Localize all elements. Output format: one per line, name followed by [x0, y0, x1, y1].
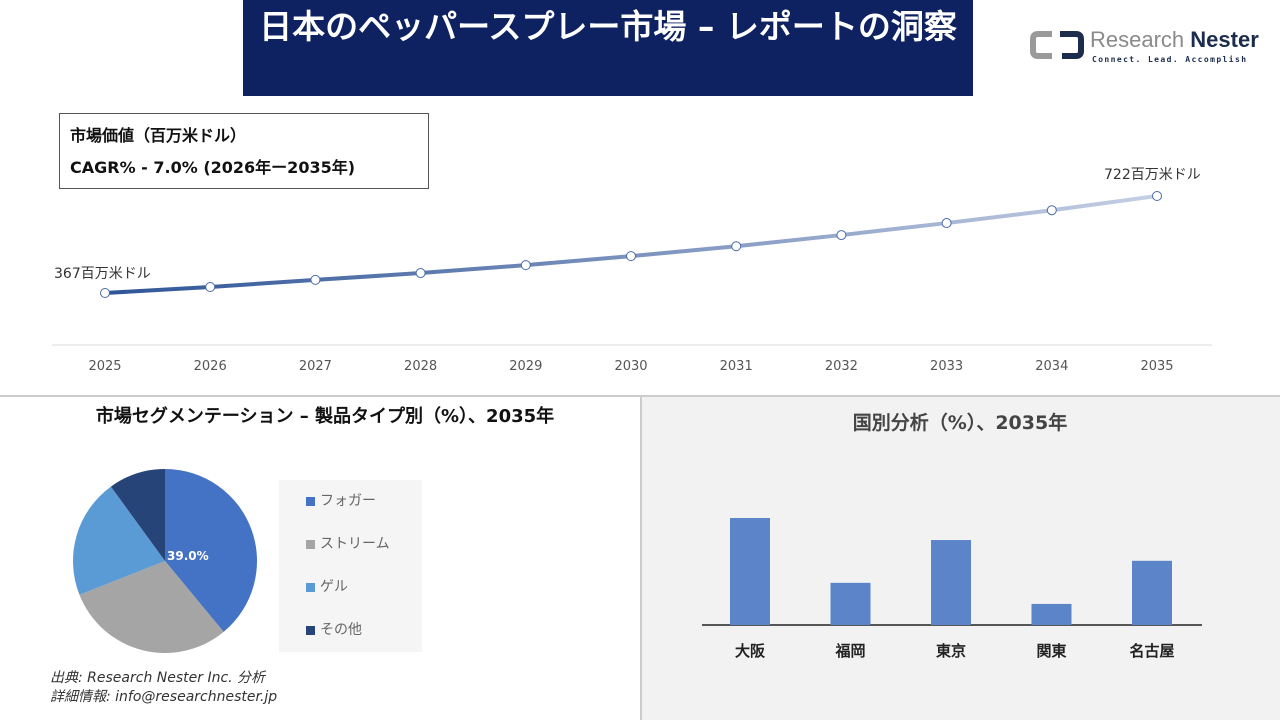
source-text: 出典: Research Nester Inc. 分析: [50, 670, 266, 686]
line-chart: 2025 2026 2027 2028 2029 2030 2031 2032 2033 2034…: [52, 167, 1212, 374]
bar: [730, 518, 770, 625]
data-point: [626, 251, 636, 262]
market-value-label: 市場価値（百万米ドル）: [70, 126, 247, 145]
legend-label: その他: [320, 622, 362, 638]
contact-text: 詳細情報: info@researchnester.jp: [50, 689, 278, 705]
first-value-label: 367百万米ドル: [54, 266, 151, 282]
source-note: 出典: Research Nester Inc. 分析 詳細情報: info@r…: [50, 669, 277, 707]
pie-chart: 39.0%: [72, 469, 257, 653]
bar: [931, 540, 971, 625]
bar: [1132, 560, 1172, 625]
logo-icon: [1030, 31, 1084, 59]
x-tick-label: 2029: [509, 359, 542, 374]
data-point: [1152, 191, 1162, 201]
data-point: [941, 218, 952, 229]
x-tick-label: 2026: [194, 359, 227, 374]
legend-swatch: [306, 625, 315, 635]
x-tick-label: 2028: [404, 359, 437, 374]
cagr-label: CAGR% - 7.0% (2026年ー2035年): [70, 158, 356, 177]
data-point: [100, 288, 110, 298]
data-point: [205, 281, 216, 292]
pie-chart-title: 市場セグメンテーション – 製品タイプ別（%）、2035年: [95, 406, 555, 427]
bar: [1031, 603, 1072, 625]
logo-tagline: Connect. Lead. Accomplish: [1092, 55, 1248, 64]
bar: [830, 582, 871, 625]
legend-swatch: [306, 496, 315, 506]
x-tick-label: 福岡: [834, 642, 865, 660]
legend-item: その他: [306, 621, 362, 639]
legend-item: フォガー: [306, 492, 376, 510]
research-nester-logo: Research Nester Connect. Lead. Accomplis…: [1030, 28, 1280, 68]
legend-swatch: [306, 539, 315, 549]
data-point: [520, 260, 531, 271]
x-tick-label: 2034: [1035, 359, 1068, 374]
data-point: [731, 241, 742, 252]
data-point: [836, 230, 847, 241]
logo-name: Research Nester: [1090, 27, 1259, 52]
divider: [0, 395, 1280, 397]
bar-chart: 大阪 福岡 東京 関東 名古屋: [702, 518, 1202, 660]
pie-slice: [79, 561, 224, 653]
bar-chart-title: 国別分析（%）、2035年: [852, 412, 1068, 434]
x-tick-label: 2025: [88, 359, 121, 374]
x-tick-label: 2033: [930, 359, 963, 374]
legend-label: ストリーム: [320, 536, 390, 552]
pie-data-label: 39.0%: [167, 549, 209, 563]
page-title: 日本のペッパースプレー市場 – レポートの洞察: [243, 0, 973, 96]
legend-label: ゲル: [320, 579, 348, 595]
x-tick-label: 名古屋: [1129, 642, 1174, 660]
legend-item: ストリーム: [306, 535, 390, 553]
legend-swatch: [306, 582, 315, 592]
market-info-box: 市場価値（百万米ドル） CAGR% - 7.0% (2026年ー2035年): [59, 113, 429, 189]
x-tick-label: 大阪: [735, 642, 766, 660]
pie-legend: フォガーストリームゲルその他: [279, 480, 422, 652]
x-tick-label: 2027: [299, 359, 332, 374]
x-tick-label: 2030: [614, 359, 647, 374]
x-tick-label: 2031: [720, 359, 753, 374]
pie-slice: [72, 486, 165, 595]
legend-item: ゲル: [306, 578, 348, 596]
pie-slice: [165, 469, 257, 632]
x-tick-label: 東京: [936, 642, 966, 660]
legend-label: フォガー: [320, 493, 376, 509]
x-tick-label: 2035: [1140, 359, 1173, 374]
data-point: [310, 274, 321, 285]
pie-slice: [110, 469, 165, 561]
data-point: [1046, 205, 1057, 216]
x-tick-label: 2032: [825, 359, 858, 374]
x-tick-label: 関東: [1036, 642, 1066, 660]
series-line: [104, 194, 1158, 295]
data-point: [415, 268, 426, 279]
last-value-label: 722百万米ドル: [1104, 167, 1201, 183]
